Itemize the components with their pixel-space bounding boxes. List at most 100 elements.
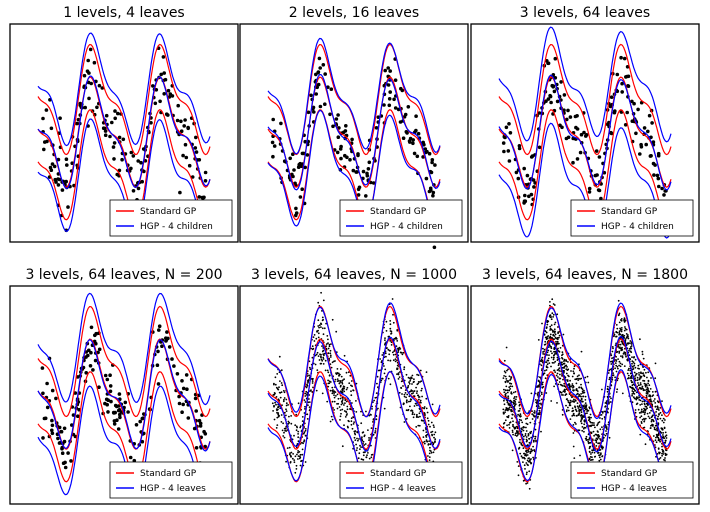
sample-point	[644, 408, 646, 411]
sample-point	[303, 139, 308, 144]
sample-point	[508, 422, 511, 424]
sample-point	[66, 451, 70, 455]
sample-point	[605, 400, 608, 402]
sample-point	[179, 119, 183, 124]
sample-point	[600, 414, 603, 416]
sample-point	[335, 372, 337, 374]
sample-point	[392, 353, 395, 356]
sample-point	[637, 408, 640, 411]
sample-point	[574, 399, 577, 401]
sample-point	[647, 113, 652, 118]
sample-point	[305, 390, 308, 393]
sample-point	[106, 398, 110, 403]
sample-point	[642, 357, 645, 360]
sample-point	[639, 377, 642, 379]
sample-point	[416, 383, 419, 386]
sample-point	[320, 291, 322, 294]
sample-point	[405, 396, 407, 399]
sample-point	[531, 178, 536, 182]
sample-point	[576, 405, 579, 408]
sample-point	[584, 408, 587, 411]
sample-point	[339, 368, 342, 370]
sample-point	[367, 160, 372, 165]
sample-point	[335, 330, 338, 333]
sample-point	[540, 360, 542, 363]
sample-point	[579, 406, 582, 409]
sample-point	[193, 396, 198, 401]
sample-point	[619, 365, 622, 368]
sample-point	[629, 350, 632, 353]
sample-point	[530, 448, 533, 451]
sample-point	[544, 336, 547, 339]
sample-point	[607, 408, 609, 410]
sample-point	[614, 362, 617, 364]
sample-point	[635, 403, 638, 406]
sample-point	[352, 389, 354, 392]
sample-point	[612, 372, 614, 374]
sample-point	[507, 408, 510, 410]
sample-point	[405, 373, 408, 376]
sample-point	[623, 334, 626, 337]
sample-point	[599, 196, 603, 201]
sample-point	[425, 371, 428, 373]
sample-point	[612, 110, 617, 115]
sample-point	[656, 176, 661, 181]
sample-point	[634, 131, 638, 136]
sample-point	[601, 412, 604, 414]
sample-point	[647, 380, 650, 382]
sample-point	[616, 365, 619, 368]
sample-point	[647, 415, 650, 418]
sample-point	[322, 356, 325, 359]
sample-point	[287, 404, 289, 406]
sample-point	[540, 403, 543, 406]
sample-point	[363, 435, 366, 438]
sample-point	[516, 427, 519, 430]
sample-point	[432, 245, 437, 250]
sample-point	[121, 137, 126, 142]
sample-point	[181, 386, 186, 391]
sample-point	[424, 176, 429, 181]
sample-point	[546, 323, 549, 326]
sample-point	[425, 149, 429, 154]
sample-point	[301, 453, 304, 456]
sample-point	[525, 449, 528, 452]
sample-point	[203, 432, 208, 436]
sample-point	[572, 409, 574, 412]
sample-point	[92, 339, 97, 344]
sample-point	[655, 173, 660, 178]
sample-point	[405, 409, 408, 412]
sample-point	[527, 433, 530, 435]
sample-point	[661, 428, 663, 431]
sample-point	[649, 395, 652, 398]
sample-point	[575, 127, 580, 131]
sample-point	[523, 452, 526, 455]
sample-point	[560, 125, 564, 130]
sample-point	[331, 361, 334, 364]
sample-point	[82, 73, 87, 78]
sample-point	[586, 439, 589, 441]
sample-point	[557, 383, 560, 386]
sample-point	[546, 363, 549, 366]
upper-curve	[37, 305, 211, 418]
sample-point	[628, 367, 630, 370]
sample-point	[397, 351, 400, 353]
sample-point	[584, 437, 587, 440]
panel-title: 3 levels, 64 leaves, N = 1000	[251, 267, 457, 283]
sample-point	[525, 426, 527, 429]
sample-point	[290, 456, 292, 458]
sample-point	[574, 405, 576, 408]
sample-point	[583, 423, 586, 426]
sample-point	[655, 441, 658, 444]
sample-point	[523, 193, 527, 198]
sample-point	[292, 453, 294, 455]
sample-point	[366, 454, 368, 457]
sample-point	[653, 426, 656, 429]
sample-point	[273, 405, 275, 408]
sample-point	[433, 436, 435, 439]
sample-point	[329, 352, 332, 355]
sample-point	[326, 335, 329, 337]
sample-point	[419, 369, 422, 372]
sample-point	[372, 433, 375, 436]
sample-point	[658, 413, 660, 416]
